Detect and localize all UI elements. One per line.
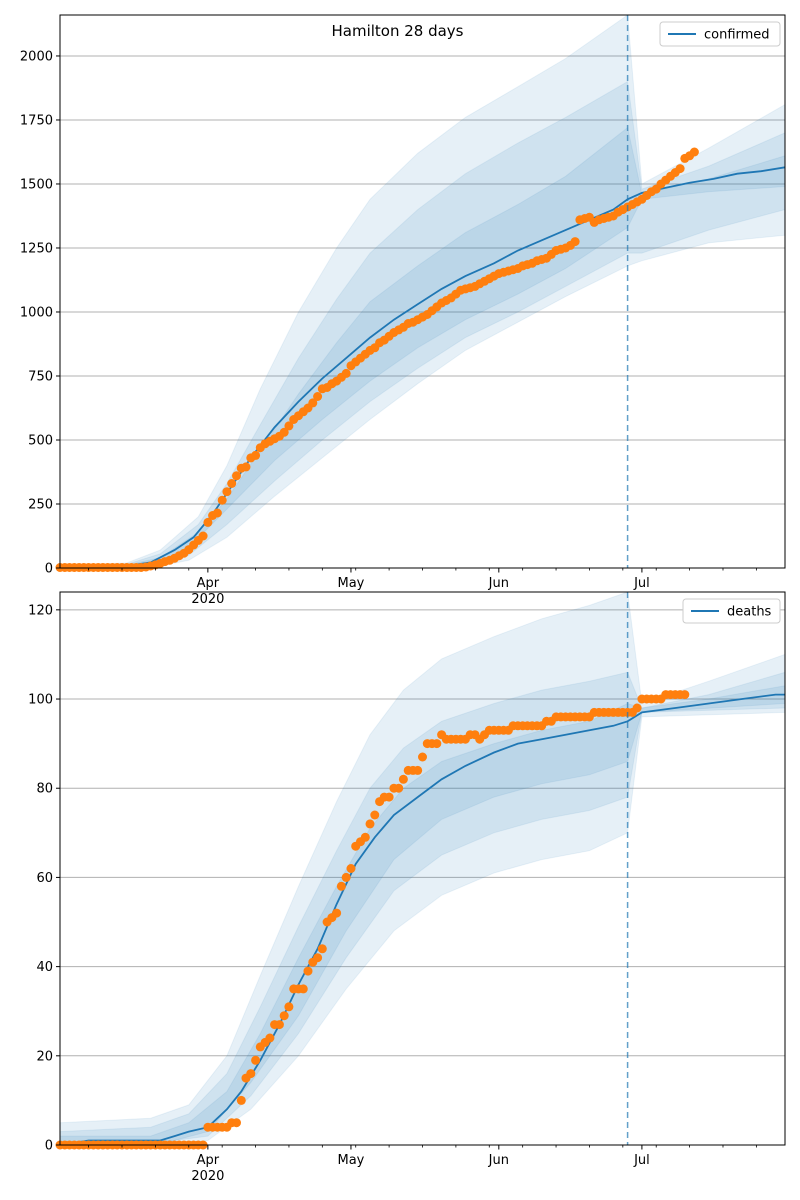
deaths-observed-point bbox=[336, 881, 346, 891]
deaths-observed-point bbox=[360, 832, 370, 842]
confirmed-y-axis: 0 250 500 750 1000 1250 1500 1750 2000 bbox=[20, 49, 60, 577]
deaths-observed-point bbox=[370, 810, 380, 820]
confirmed-observed-point bbox=[203, 517, 213, 527]
deaths-ytick-label: 100 bbox=[28, 693, 53, 708]
confirmed-legend: confirmed bbox=[659, 21, 781, 47]
confirmed-xtick-label: Apr bbox=[197, 576, 220, 591]
confirmed-xtick-label: May bbox=[338, 576, 365, 591]
confirmed-ytick-label: 250 bbox=[28, 497, 53, 512]
deaths-observed-points bbox=[55, 690, 690, 1150]
confirmed-ytick-label: 1250 bbox=[20, 241, 53, 256]
deaths-xtick-label: Jun bbox=[488, 1153, 509, 1168]
confirmed-observed-points bbox=[55, 147, 699, 572]
confirmed-observed-point bbox=[222, 487, 232, 497]
deaths-ytick-label: 120 bbox=[28, 603, 53, 618]
deaths-observed-point bbox=[284, 1002, 294, 1012]
deaths-xtick-sublabel: 2020 bbox=[191, 1169, 224, 1184]
deaths-uncertainty-bands bbox=[60, 592, 785, 1145]
deaths-observed-point bbox=[432, 739, 442, 749]
deaths-observed-point bbox=[346, 864, 356, 873]
confirmed-observed-point bbox=[212, 508, 222, 518]
confirmed-observed-point bbox=[232, 471, 241, 481]
legend-box bbox=[682, 598, 781, 624]
deaths-ytick-label: 40 bbox=[36, 960, 53, 975]
confirmed-observed-point bbox=[241, 462, 251, 472]
confirmed-band-1 bbox=[60, 15, 785, 568]
deaths-observed-point bbox=[680, 690, 690, 700]
deaths-y-axis: 0 20 40 60 80 100 120 bbox=[28, 603, 60, 1154]
deaths-ytick-label: 0 bbox=[45, 1139, 53, 1154]
legend-label-deaths: deaths bbox=[727, 605, 772, 620]
deaths-ytick-label: 80 bbox=[36, 782, 53, 797]
confirmed-observed-point bbox=[227, 479, 237, 488]
confirmed-observed-point bbox=[217, 495, 227, 505]
confirmed-ytick-label: 1500 bbox=[20, 177, 53, 192]
deaths-observed-point bbox=[418, 752, 427, 762]
confirmed-observed-point bbox=[279, 427, 289, 437]
legend-box bbox=[659, 21, 781, 47]
confirmed-ytick-label: 1750 bbox=[20, 113, 53, 128]
confirmed-observed-point bbox=[251, 450, 261, 460]
confirmed-observed-point bbox=[570, 237, 580, 247]
deaths-observed-point bbox=[232, 1118, 241, 1128]
deaths-band-1 bbox=[60, 592, 785, 1145]
confirmed-band-2 bbox=[60, 80, 785, 568]
deaths-xtick-label: Jul bbox=[633, 1153, 650, 1168]
confirmed-observed-point bbox=[313, 392, 323, 401]
deaths-band-2 bbox=[60, 671, 785, 1145]
deaths-observed-point bbox=[394, 783, 404, 793]
deaths-observed-point bbox=[251, 1055, 261, 1065]
deaths-observed-point bbox=[298, 984, 308, 994]
confirmed-observed-point bbox=[308, 398, 318, 408]
confirmed-ytick-label: 2000 bbox=[20, 49, 53, 64]
confirmed-observed-point bbox=[198, 531, 208, 541]
deaths-observed-point bbox=[317, 944, 327, 954]
confirmed-uncertainty-bands bbox=[60, 15, 785, 568]
deaths-observed-point bbox=[236, 1095, 246, 1105]
deaths-observed-point bbox=[313, 953, 323, 963]
deaths-xtick-label: Apr bbox=[197, 1153, 220, 1168]
deaths-observed-point bbox=[274, 1020, 284, 1030]
deaths-observed-point bbox=[632, 703, 642, 713]
deaths-observed-point bbox=[413, 765, 423, 775]
deaths-observed-point bbox=[365, 819, 375, 829]
confirmed-observed-point bbox=[675, 164, 685, 174]
confirmed-ytick-label: 0 bbox=[45, 562, 53, 577]
confirmed-band-3 bbox=[60, 126, 785, 568]
deaths-legend: deaths bbox=[682, 598, 781, 624]
deaths-observed-point bbox=[303, 966, 313, 976]
deaths-observed-point bbox=[398, 774, 408, 784]
confirmed-xtick-label: Jul bbox=[633, 576, 650, 591]
confirmed-ytick-label: 500 bbox=[28, 433, 53, 448]
confirmed-ytick-label: 750 bbox=[28, 369, 53, 384]
deaths-observed-point bbox=[279, 1011, 289, 1021]
confirmed-observed-point bbox=[689, 147, 699, 157]
confirmed-observed-point bbox=[341, 368, 351, 378]
deaths-ytick-label: 60 bbox=[36, 871, 53, 886]
deaths-ytick-label: 20 bbox=[36, 1049, 53, 1064]
deaths-observed-point bbox=[265, 1033, 275, 1043]
deaths-observed-point bbox=[332, 908, 342, 918]
deaths-observed-point bbox=[341, 872, 351, 882]
deaths-xtick-label: May bbox=[338, 1153, 365, 1168]
confirmed-ytick-label: 1000 bbox=[20, 305, 53, 320]
legend-label-confirmed: confirmed bbox=[704, 28, 770, 43]
confirmed-xtick-sublabel: 2020 bbox=[191, 592, 224, 607]
deaths-observed-point bbox=[246, 1069, 256, 1079]
deaths-observed-point bbox=[384, 792, 394, 802]
confirmed-xtick-label: Jun bbox=[488, 576, 509, 591]
chart-title: Hamilton 28 days bbox=[331, 22, 463, 40]
deaths-band-3 bbox=[60, 685, 785, 1145]
confirmed-observed-point bbox=[284, 421, 294, 431]
